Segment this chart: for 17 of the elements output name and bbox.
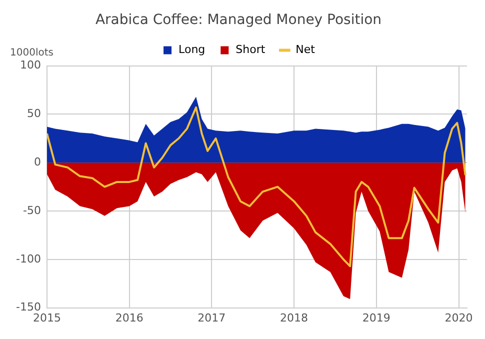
y-tick-label: -100 <box>16 252 41 266</box>
y-axis-title: 1000lots <box>10 47 54 58</box>
x-tick-label: 2016 <box>115 311 144 324</box>
x-tick-label: 2018 <box>280 311 308 324</box>
x-tick-label: 2020 <box>444 311 473 324</box>
x-tick-label: 2019 <box>362 311 390 324</box>
y-tick-label: 100 <box>20 58 41 72</box>
y-tick-label: -150 <box>16 300 41 314</box>
y-tick-label: 50 <box>26 107 41 120</box>
y-tick-label: -50 <box>22 204 41 217</box>
chart-title: Arabica Coffee: Managed Money Position <box>95 12 382 28</box>
x-tick-label: 2015 <box>32 311 61 324</box>
legend-label: Net <box>296 43 316 56</box>
legend-label: Short <box>236 43 266 56</box>
x-tick-label: 2017 <box>198 311 226 324</box>
legend-label: Long <box>178 43 206 56</box>
y-tick-label: 0 <box>34 155 41 168</box>
